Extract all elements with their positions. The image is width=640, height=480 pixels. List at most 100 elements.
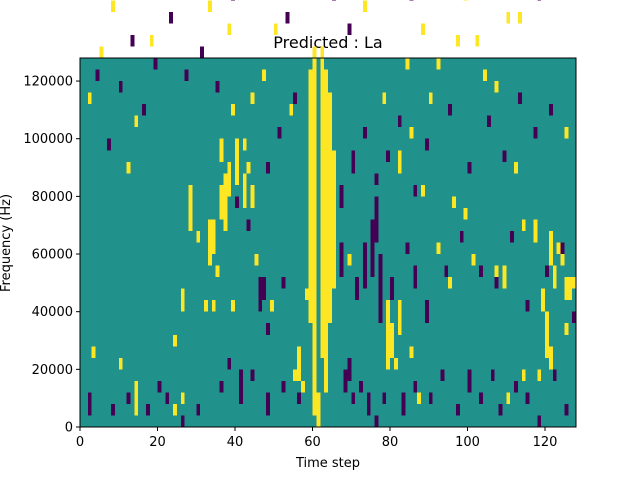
heatmap-cell-high bbox=[242, 138, 247, 151]
heatmap-cell-high bbox=[227, 23, 232, 35]
heatmap-cell-low bbox=[246, 219, 251, 231]
heatmap-cell-high bbox=[393, 357, 398, 370]
heatmap-cell-high bbox=[312, 346, 317, 416]
heatmap-cell-high bbox=[448, 277, 452, 289]
heatmap-cell-high bbox=[196, 230, 201, 243]
heatmap-cell-low bbox=[126, 392, 131, 404]
heatmap-cell-low bbox=[250, 369, 255, 381]
heatmap-cell-low bbox=[424, 300, 429, 324]
heatmap-cell-high bbox=[231, 104, 235, 116]
heatmap-cell-high bbox=[506, 11, 511, 24]
heatmap-cell-low bbox=[238, 369, 243, 404]
heatmap-cell-low bbox=[498, 403, 503, 416]
heatmap-cell-high bbox=[134, 115, 139, 128]
heatmap-cell-high bbox=[312, 46, 317, 347]
y-axis-label: Frequency (Hz) bbox=[0, 194, 14, 292]
heatmap-cell-low bbox=[525, 392, 530, 404]
heatmap-cell-high bbox=[409, 346, 414, 358]
plot-frame bbox=[79, 57, 577, 428]
heatmap-cell-high bbox=[293, 369, 297, 381]
heatmap-cell-low bbox=[424, 138, 429, 151]
heatmap-cell-high bbox=[316, 403, 321, 427]
y-tick-label: 20000 bbox=[32, 363, 73, 378]
x-tick-label: 40 bbox=[227, 435, 244, 450]
heatmap-cell-high bbox=[111, 0, 115, 12]
heatmap-cell-high bbox=[173, 403, 177, 416]
heatmap-cell-high bbox=[572, 277, 576, 289]
heatmap-cell-low bbox=[297, 392, 301, 404]
heatmap-cell-high bbox=[242, 173, 247, 208]
heatmap-cell-high bbox=[564, 323, 569, 335]
heatmap-cell-low bbox=[266, 323, 270, 335]
heatmap-cell-high bbox=[436, 58, 441, 70]
heatmap-cell-low bbox=[219, 380, 224, 393]
heatmap-cell-low bbox=[362, 127, 367, 139]
heatmap-cell-low bbox=[467, 369, 472, 393]
heatmap-cell-high bbox=[227, 161, 232, 197]
heatmap-cell-high bbox=[231, 300, 235, 312]
heatmap-cell-high bbox=[223, 173, 228, 231]
x-axis-ticks: 0 20 40 60 80 100 120 bbox=[76, 427, 558, 450]
heatmap-cell-low bbox=[258, 277, 263, 312]
heatmap-cell-high bbox=[533, 219, 538, 243]
heatmap-cell-low bbox=[196, 403, 201, 416]
heatmap-cell-high bbox=[149, 34, 154, 47]
heatmap-cell-low bbox=[370, 219, 375, 278]
heatmap-cell-low bbox=[552, 369, 557, 381]
heatmap-cell-low bbox=[502, 150, 507, 162]
heatmap-cell-low bbox=[343, 369, 348, 393]
x-tick-label: 60 bbox=[304, 435, 321, 450]
heatmap-cell-low bbox=[111, 403, 115, 416]
heatmap-cell-high bbox=[118, 357, 123, 370]
heatmap-cell-high bbox=[541, 288, 545, 312]
heatmap-cell-high bbox=[556, 242, 561, 255]
heatmap-cell-low bbox=[130, 34, 135, 47]
heatmap-cell-high bbox=[548, 346, 553, 370]
heatmap-cell-high bbox=[173, 334, 177, 347]
heatmap-cell-low bbox=[355, 277, 359, 301]
heatmap-cell-low bbox=[200, 46, 204, 58]
heatmap-cell-low bbox=[118, 81, 123, 93]
heatmap-cell-high bbox=[537, 369, 542, 381]
heatmap-cell-low bbox=[184, 69, 189, 82]
heatmap-cell-low bbox=[266, 161, 270, 174]
heatmap-cell-high bbox=[300, 380, 305, 393]
heatmap-cell-low bbox=[180, 415, 185, 427]
heatmap-cell-high bbox=[475, 34, 480, 47]
heatmap-cell-low bbox=[347, 23, 352, 35]
heatmap-cell-high bbox=[324, 69, 328, 347]
heatmap-cell-high bbox=[397, 150, 402, 174]
heatmap-cell-low bbox=[486, 115, 491, 128]
heatmap-cell-high bbox=[564, 277, 569, 301]
heatmap-cell-low bbox=[339, 242, 344, 278]
heatmap-cell-high bbox=[560, 254, 565, 266]
heatmap-cell-low bbox=[413, 265, 418, 289]
heatmap-cell-high bbox=[188, 184, 193, 231]
heatmap-cell-high bbox=[568, 277, 573, 301]
heatmap-cell-low bbox=[390, 277, 394, 301]
heatmap-cell-low bbox=[153, 58, 158, 70]
heatmap-cell-high bbox=[521, 219, 526, 231]
heatmap-cell-low bbox=[479, 265, 483, 278]
heatmap-cell-low bbox=[145, 403, 150, 416]
heatmap-cell-high bbox=[99, 46, 104, 58]
heatmap-cell-low bbox=[87, 392, 92, 416]
heatmap-cell-low bbox=[444, 265, 449, 278]
heatmap-cell-high bbox=[273, 23, 278, 35]
heatmap-cell-high bbox=[502, 265, 507, 289]
heatmap-cell-low bbox=[293, 92, 297, 105]
heatmap-cell-low bbox=[142, 104, 146, 116]
heatmap-cell-low bbox=[281, 380, 286, 393]
heatmap-cell-low bbox=[285, 11, 290, 24]
heatmap-cell-low bbox=[413, 380, 418, 393]
x-tick-label: 100 bbox=[455, 435, 480, 450]
chart-title: Predicted : La bbox=[273, 33, 382, 52]
heatmap-cell-high bbox=[362, 0, 367, 12]
heatmap-cell-high bbox=[386, 300, 390, 370]
heatmap-cell-low bbox=[440, 369, 445, 381]
heatmap-cell-high bbox=[235, 138, 239, 185]
x-tick-label: 20 bbox=[149, 435, 166, 450]
x-tick-label: 120 bbox=[533, 435, 558, 450]
heatmap-cell-low bbox=[397, 115, 402, 128]
